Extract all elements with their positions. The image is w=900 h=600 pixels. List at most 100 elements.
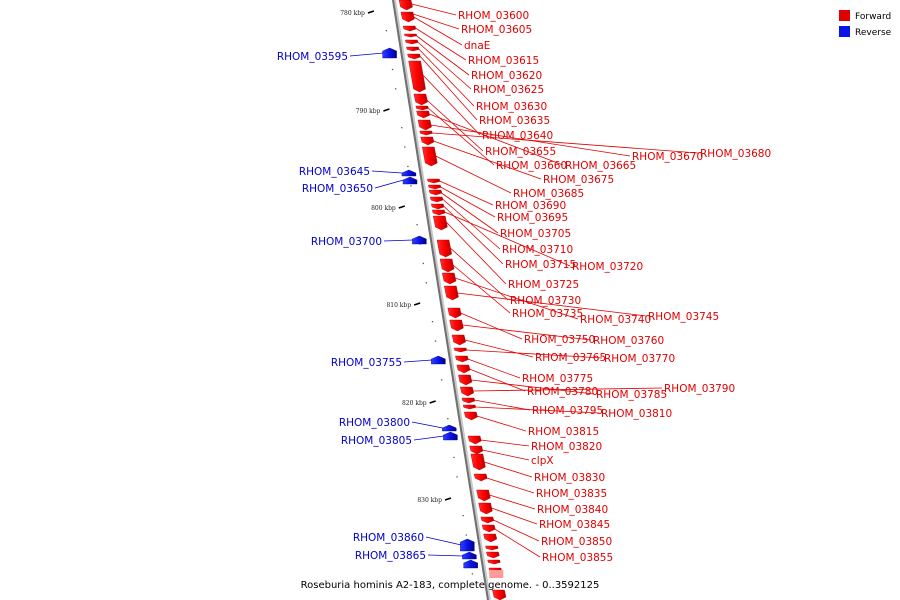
forward-leader-line [413, 13, 460, 30]
forward-gene-block [436, 239, 452, 258]
forward-gene-label: RHOM_03660 [496, 160, 567, 172]
reverse-leader-line [383, 239, 414, 242]
forward-gene-block [483, 533, 498, 543]
forward-leader-line [445, 221, 507, 285]
ruler-minor-dot [401, 127, 403, 129]
reverse-gene-label: RHOM_03650 [302, 183, 373, 195]
reverse-gene-block [463, 559, 478, 569]
legend: Forward Reverse [839, 10, 892, 38]
forward-leader-line [452, 264, 511, 314]
forward-gene-label: RHOM_03775 [522, 373, 593, 385]
forward-gene-block [492, 589, 507, 600]
reverse-gene-label: RHOM_03700 [311, 236, 382, 248]
forward-leader-line [439, 180, 494, 206]
ruler-tick-label: 800 kbp [371, 205, 396, 212]
forward-gene-block [456, 364, 471, 374]
reverse-gene-label: RHOM_03860 [353, 532, 424, 544]
ruler-minor-dot [404, 146, 406, 148]
forward-gene-block [463, 411, 478, 421]
forward-gene-label: RHOM_03705 [500, 228, 571, 240]
ruler-minor-dot [410, 185, 412, 187]
ruler-minor-dot [462, 515, 464, 517]
legend-reverse-label: Reverse [855, 28, 892, 38]
forward-leader-line [442, 198, 501, 250]
forward-leader-line [489, 494, 536, 510]
forward-gene-block [461, 397, 476, 404]
forward-gene-label: RHOM_03750 [524, 334, 595, 346]
forward-leader-line [462, 324, 592, 341]
forward-gene-block [439, 258, 455, 273]
reverse-leader-line [413, 435, 445, 441]
forward-gene-label: RHOM_03810 [601, 408, 672, 420]
forward-leader-line [460, 312, 523, 340]
forward-leader-line [413, 16, 463, 46]
forward-gene-label: RHOM_03685 [513, 188, 584, 200]
ruler-tick [398, 205, 406, 209]
ruler-minor-dot [425, 282, 427, 284]
forward-gene-block [447, 307, 462, 319]
ruler-minor-dot [422, 262, 424, 265]
forward-gene-block [428, 189, 443, 196]
forward-gene-block [427, 178, 441, 184]
ruler-minor-dot [385, 30, 388, 32]
forward-gene-label: RHOM_03745 [648, 311, 719, 323]
reverse-gene-label: RHOM_03595 [277, 51, 348, 63]
forward-leader-line [441, 192, 499, 234]
forward-gene-block [407, 53, 421, 60]
forward-gene-block [462, 404, 477, 410]
forward-gene-block [405, 39, 419, 45]
forward-leader-line [467, 358, 521, 379]
reverse-gene-block [460, 538, 475, 552]
forward-leader-line [476, 415, 527, 432]
forward-gene-label: RHOM_03690 [495, 200, 566, 212]
forward-leader-line [471, 379, 595, 395]
forward-gene-block [458, 374, 473, 386]
forward-gene-block [417, 119, 432, 131]
forward-gene-block [441, 272, 457, 285]
forward-gene-block [460, 386, 474, 397]
forward-gene-label: RHOM_03695 [497, 212, 568, 224]
forward-gene-block [404, 33, 418, 38]
reverse-leader-line [374, 179, 404, 189]
reverse-gene-block [443, 431, 458, 441]
ruler-minor-dot [416, 224, 418, 226]
forward-gene-label: RHOM_03710 [502, 244, 573, 256]
forward-gene-block [408, 60, 426, 93]
forward-gene-block [422, 146, 438, 167]
reverse-gene-block [382, 47, 397, 59]
forward-gene-label: RHOM_03715 [505, 259, 576, 271]
forward-leader-line [464, 339, 534, 358]
reverse-gene-block [412, 235, 427, 245]
forward-gene-label: RHOM_03845 [539, 519, 610, 531]
ruler-minor-dot [471, 573, 474, 575]
ruler-tick-label: 810 kbp [386, 302, 411, 309]
forward-gene-block [429, 196, 444, 203]
forward-gene-label: RHOM_03625 [473, 84, 544, 96]
forward-gene-block [406, 46, 420, 52]
forward-leader-line [475, 406, 600, 414]
forward-gene-label: RHOM_03835 [536, 488, 607, 500]
forward-leader-line [493, 519, 540, 542]
reverse-leader-line [425, 536, 462, 546]
forward-leader-line [474, 399, 531, 411]
forward-gene-label: RHOM_03785 [596, 389, 667, 401]
ruler-minor-dot [453, 456, 455, 459]
forward-gene-block [398, 0, 413, 11]
forward-gene-label: RHOM_03635 [479, 115, 550, 127]
ruler-minor-dot [456, 476, 458, 478]
forward-gene-label: RHOM_03600 [458, 10, 529, 22]
ruler-minor-dot [465, 534, 467, 536]
forward-leader-line [482, 449, 530, 461]
forward-leader-line [444, 211, 571, 267]
forward-gene-block [478, 502, 493, 515]
features [382, 0, 507, 600]
forward-gene-block [486, 551, 500, 559]
forward-leader-line [443, 205, 504, 265]
ruler-minor-dot [391, 68, 394, 71]
forward-leader-line [484, 461, 533, 478]
reverse-gene-block [462, 551, 477, 560]
forward-gene-label: clpX [531, 455, 554, 467]
forward-gene-label: RHOM_03665 [565, 160, 636, 172]
forward-leader-line [449, 247, 509, 301]
